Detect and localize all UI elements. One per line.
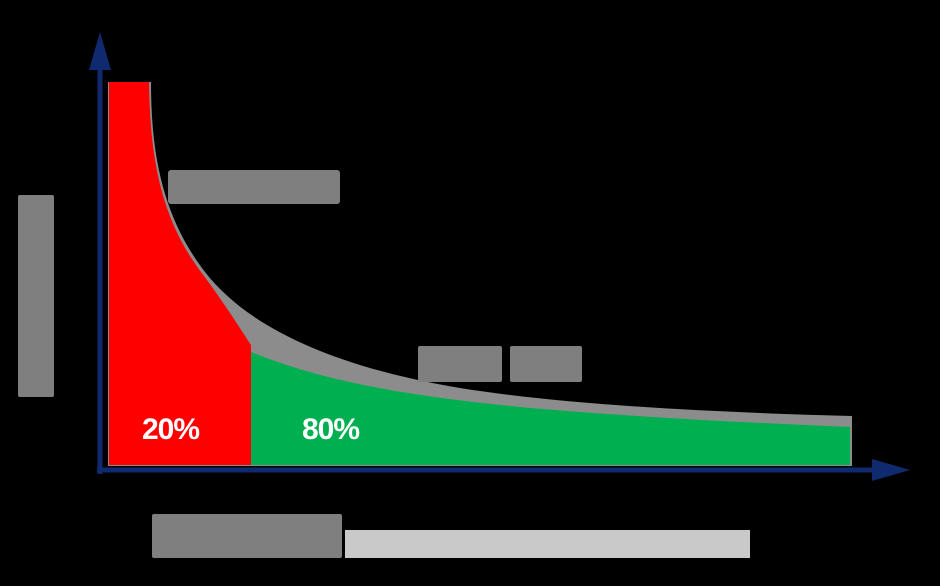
tail-area (251, 352, 850, 465)
tail-label-placeholder-2 (510, 346, 582, 382)
head-label-placeholder (168, 170, 340, 204)
head-percentage-label: 20% (142, 413, 199, 446)
x-axis-label-placeholder (152, 514, 342, 558)
y-axis-arrow-icon (89, 32, 111, 70)
tail-label-placeholder-1 (418, 346, 502, 382)
y-axis-label-placeholder (18, 195, 54, 397)
x-axis-arrow-icon (872, 459, 910, 481)
head-area (109, 82, 251, 465)
x-axis-sublabel-placeholder (345, 530, 750, 558)
tail-percentage-label: 80% (302, 413, 359, 446)
